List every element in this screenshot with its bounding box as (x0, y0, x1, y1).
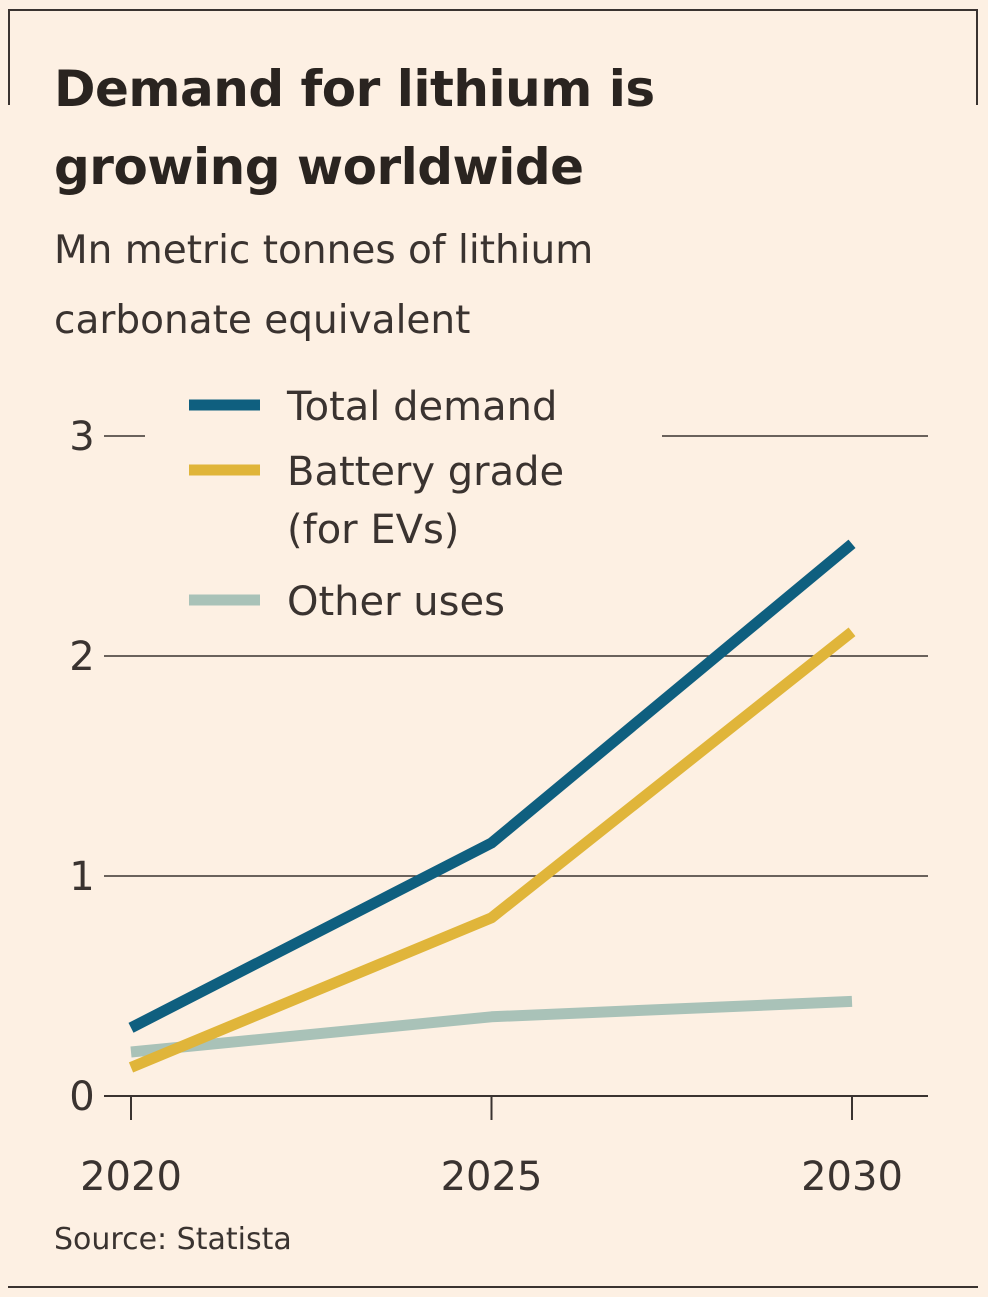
frame-right-rule (976, 9, 978, 105)
x-tick-label: 2030 (801, 1154, 903, 1200)
y-tick-label: 3 (69, 414, 94, 460)
y-tick-label: 1 (69, 854, 94, 900)
series-line (128, 539, 856, 1033)
chart-title: Demand for lithium is growing worldwide (54, 60, 655, 196)
legend-label: Total demand (286, 384, 557, 430)
frame-left-rule (8, 9, 10, 105)
legend-label: Battery grade (287, 449, 564, 495)
series-line (128, 627, 856, 1073)
legend-label: (for EVs) (287, 507, 459, 553)
frame-bottom-rule (8, 1286, 978, 1288)
x-tick-label: 2025 (441, 1154, 543, 1200)
series-line (130, 995, 853, 1058)
y-tick-label: 2 (69, 634, 94, 680)
chart-source: Source: Statista (54, 1222, 292, 1257)
chart-subtitle: Mn metric tonnes of lithium carbonate eq… (54, 228, 594, 343)
frame-top-rule (8, 9, 978, 11)
y-tick-label: 0 (69, 1074, 94, 1120)
legend-label: Other uses (287, 579, 505, 625)
x-tick-label: 2020 (80, 1154, 182, 1200)
